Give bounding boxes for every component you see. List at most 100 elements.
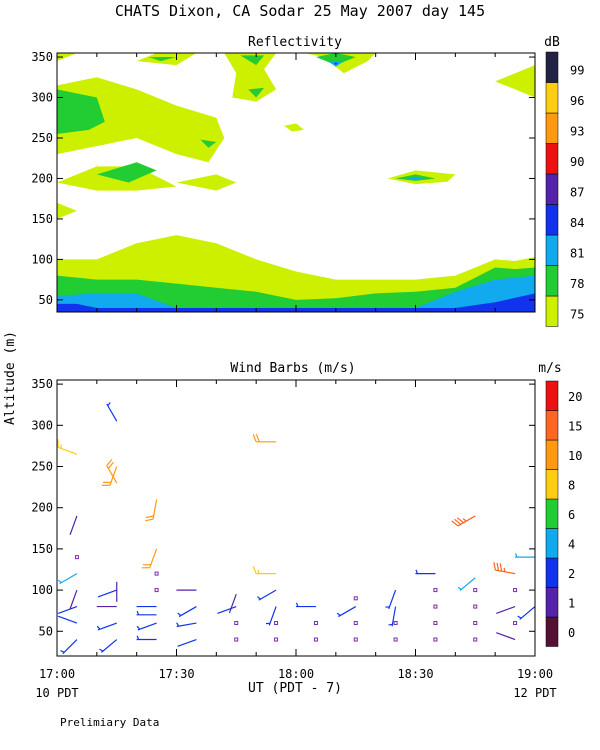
- barb-feather: [145, 518, 154, 522]
- calm-marker: [74, 555, 79, 560]
- barb-feather: [99, 648, 104, 652]
- calm-marker: [393, 637, 398, 642]
- wind-barb: [96, 622, 117, 631]
- colorbar-swatch: [545, 557, 559, 588]
- wind-barb: [57, 573, 78, 585]
- wind-barb: [496, 632, 516, 641]
- barb-staff: [495, 569, 516, 575]
- calm-marker: [313, 637, 318, 642]
- wind-barb: [176, 622, 197, 628]
- y-tick-label: 100: [31, 252, 53, 266]
- reflectivity-colorbar-title: dB: [544, 35, 560, 50]
- wind-barb: [457, 577, 476, 592]
- y-tick-label: 150: [31, 542, 53, 556]
- colorbar-label: 1: [568, 596, 575, 610]
- calm-marker: [473, 637, 478, 642]
- barb-feather: [255, 434, 260, 443]
- barb-feather: [107, 461, 114, 469]
- barb-staff: [178, 606, 197, 618]
- barb-staff: [106, 403, 118, 422]
- barb-feather: [60, 650, 65, 653]
- wind-barb: [415, 569, 436, 575]
- calm-marker: [154, 571, 159, 576]
- colorbar-label: 96: [570, 94, 584, 108]
- wind-barb: [295, 602, 316, 608]
- barb-staff: [176, 622, 197, 628]
- wind-barb: [69, 589, 78, 610]
- x-axis-label: UT (PDT - 7): [248, 681, 342, 696]
- barb-feather: [106, 459, 113, 467]
- wind-barb: [136, 622, 157, 631]
- colorbar-swatch: [545, 204, 559, 236]
- reflectivity-patch: [495, 65, 535, 98]
- barb-staff: [109, 466, 118, 486]
- colorbar-swatch: [545, 439, 559, 470]
- colorbar-swatch: [545, 51, 559, 83]
- reflectivity-patch: [57, 77, 225, 163]
- y-axis-label: Altitude (m): [3, 331, 18, 425]
- reflectivity-patch: [284, 123, 304, 132]
- barb-staff: [57, 606, 78, 614]
- calm-marker: [473, 588, 478, 593]
- x-tick-label: 17:30: [158, 667, 194, 681]
- barb-staff: [496, 632, 516, 641]
- barb-staff: [97, 589, 117, 598]
- calm-marker: [234, 637, 239, 642]
- wind-barb: [60, 639, 78, 655]
- calm-marker: [353, 596, 358, 601]
- calm-marker: [353, 621, 358, 626]
- barb-feather: [462, 518, 467, 522]
- x-right-note: 12 PDT: [513, 686, 556, 700]
- wind-axes: 50 100 150 200 250 300 350 17:00 17:30 18:00 18:30…: [31, 377, 553, 681]
- wind-barbs: [57, 402, 536, 655]
- y-tick-label: 350: [31, 377, 53, 391]
- barb-staff: [459, 577, 476, 592]
- barb-staff: [101, 639, 118, 653]
- y-tick-label: 300: [31, 418, 53, 432]
- calm-marker: [513, 621, 518, 626]
- y-tick-label: 150: [31, 212, 53, 226]
- barb-feather: [454, 518, 462, 525]
- reflectivity-patch: [57, 89, 105, 134]
- barb-feather: [145, 515, 154, 519]
- wind-barb: [57, 606, 78, 614]
- wind-barb: [145, 499, 158, 522]
- wind-barb: [57, 439, 78, 455]
- colorbar-label: 15: [568, 419, 582, 433]
- reflectivity-patch: [176, 174, 237, 191]
- barb-feather: [457, 586, 462, 590]
- figure-title: CHATS Dixon, CA Sodar 25 May 2007 day 14…: [115, 2, 485, 20]
- calm-marker: [433, 637, 438, 642]
- reflectivity-patch: [407, 176, 424, 181]
- wind-barb: [517, 606, 536, 620]
- colorbar-swatch: [545, 173, 559, 205]
- wind-barb: [257, 589, 277, 601]
- colorbar-swatch: [545, 265, 559, 297]
- colorbar-swatch: [545, 528, 559, 559]
- colorbar-label: 10: [568, 449, 582, 463]
- reflectivity-patch: [148, 57, 177, 62]
- reflectivity-colorbar: 75 78 81 84 87 90 93 96 99: [545, 51, 584, 327]
- barb-staff: [97, 622, 117, 631]
- wind-barb: [136, 610, 157, 616]
- barb-staff: [59, 573, 78, 585]
- colorbar-swatch: [545, 587, 559, 618]
- wind-barb: [493, 562, 516, 575]
- reflectivity-title: Reflectivity: [248, 35, 342, 50]
- reflectivity-patch: [200, 139, 217, 148]
- y-tick-label: 300: [31, 91, 53, 105]
- barb-feather: [107, 402, 111, 406]
- barb-feather: [456, 517, 464, 524]
- wind-colorbar-title: m/s: [538, 361, 561, 376]
- wind-barb: [177, 638, 197, 647]
- barb-staff: [57, 446, 78, 455]
- barb-feather: [499, 563, 503, 572]
- barb-feather: [336, 612, 341, 617]
- barb-staff: [268, 606, 277, 626]
- reflectivity-patch: [248, 87, 265, 98]
- wind-panel: Wind Barbs (m/s) m/s 5010015020025030035…: [31, 361, 582, 681]
- barb-staff: [106, 465, 118, 484]
- colorbar-label: 6: [568, 508, 575, 522]
- colorbar-label: 2: [568, 567, 575, 581]
